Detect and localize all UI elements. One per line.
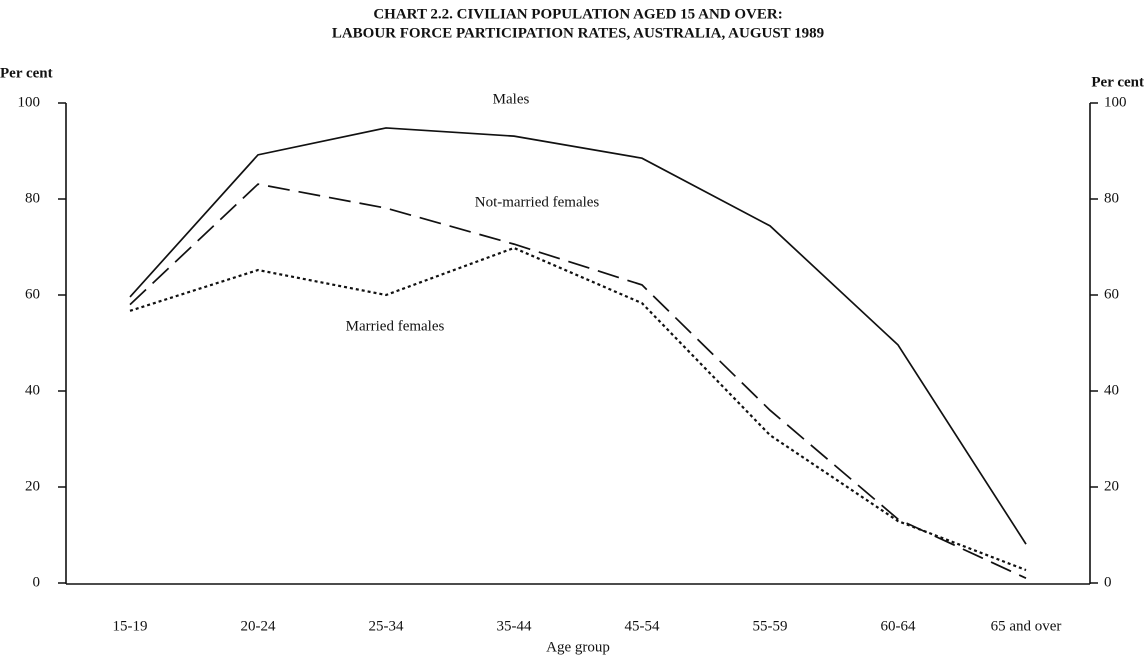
x-tick-label: 35-44 [497,618,532,634]
y-tick-label: 80 [25,190,40,206]
series-line [129,183,1027,579]
y-tick-label: 40 [25,382,40,398]
x-tick-label: 55-59 [753,618,788,634]
y2-tick-label: 80 [1104,190,1119,206]
series-label: Males [493,91,530,107]
x-tick-label: 60-64 [881,618,916,634]
x-tick-label: 25-34 [369,618,404,634]
series-label: Not-married females [475,194,600,210]
y2-tick-label: 60 [1104,286,1119,302]
y2-tick-label: 20 [1104,478,1119,494]
y2-tick-label: 40 [1104,382,1119,398]
x-tick-label: 15-19 [113,618,148,634]
y-axis-label: Per cent [0,65,53,81]
chart-title: LABOUR FORCE PARTICIPATION RATES, AUSTRA… [332,25,824,41]
y-tick-label: 20 [25,478,40,494]
chart-title: CHART 2.2. CIVILIAN POPULATION AGED 15 A… [373,6,782,22]
series-label: Married females [346,318,445,334]
y2-tick-label: 0 [1104,574,1112,590]
x-tick-label: 20-24 [241,618,276,634]
y-tick-label: 100 [18,94,41,110]
y-tick-label: 60 [25,286,40,302]
series-line [129,127,1027,545]
y2-axis-label: Per cent [1091,74,1144,90]
y-tick-label: 0 [33,574,41,590]
series-line [129,246,1027,572]
x-tick-label: 45-54 [625,618,660,634]
x-tick-label: 65 and over [991,618,1062,634]
y2-tick-label: 100 [1104,94,1127,110]
x-axis-label: Age group [546,639,610,655]
